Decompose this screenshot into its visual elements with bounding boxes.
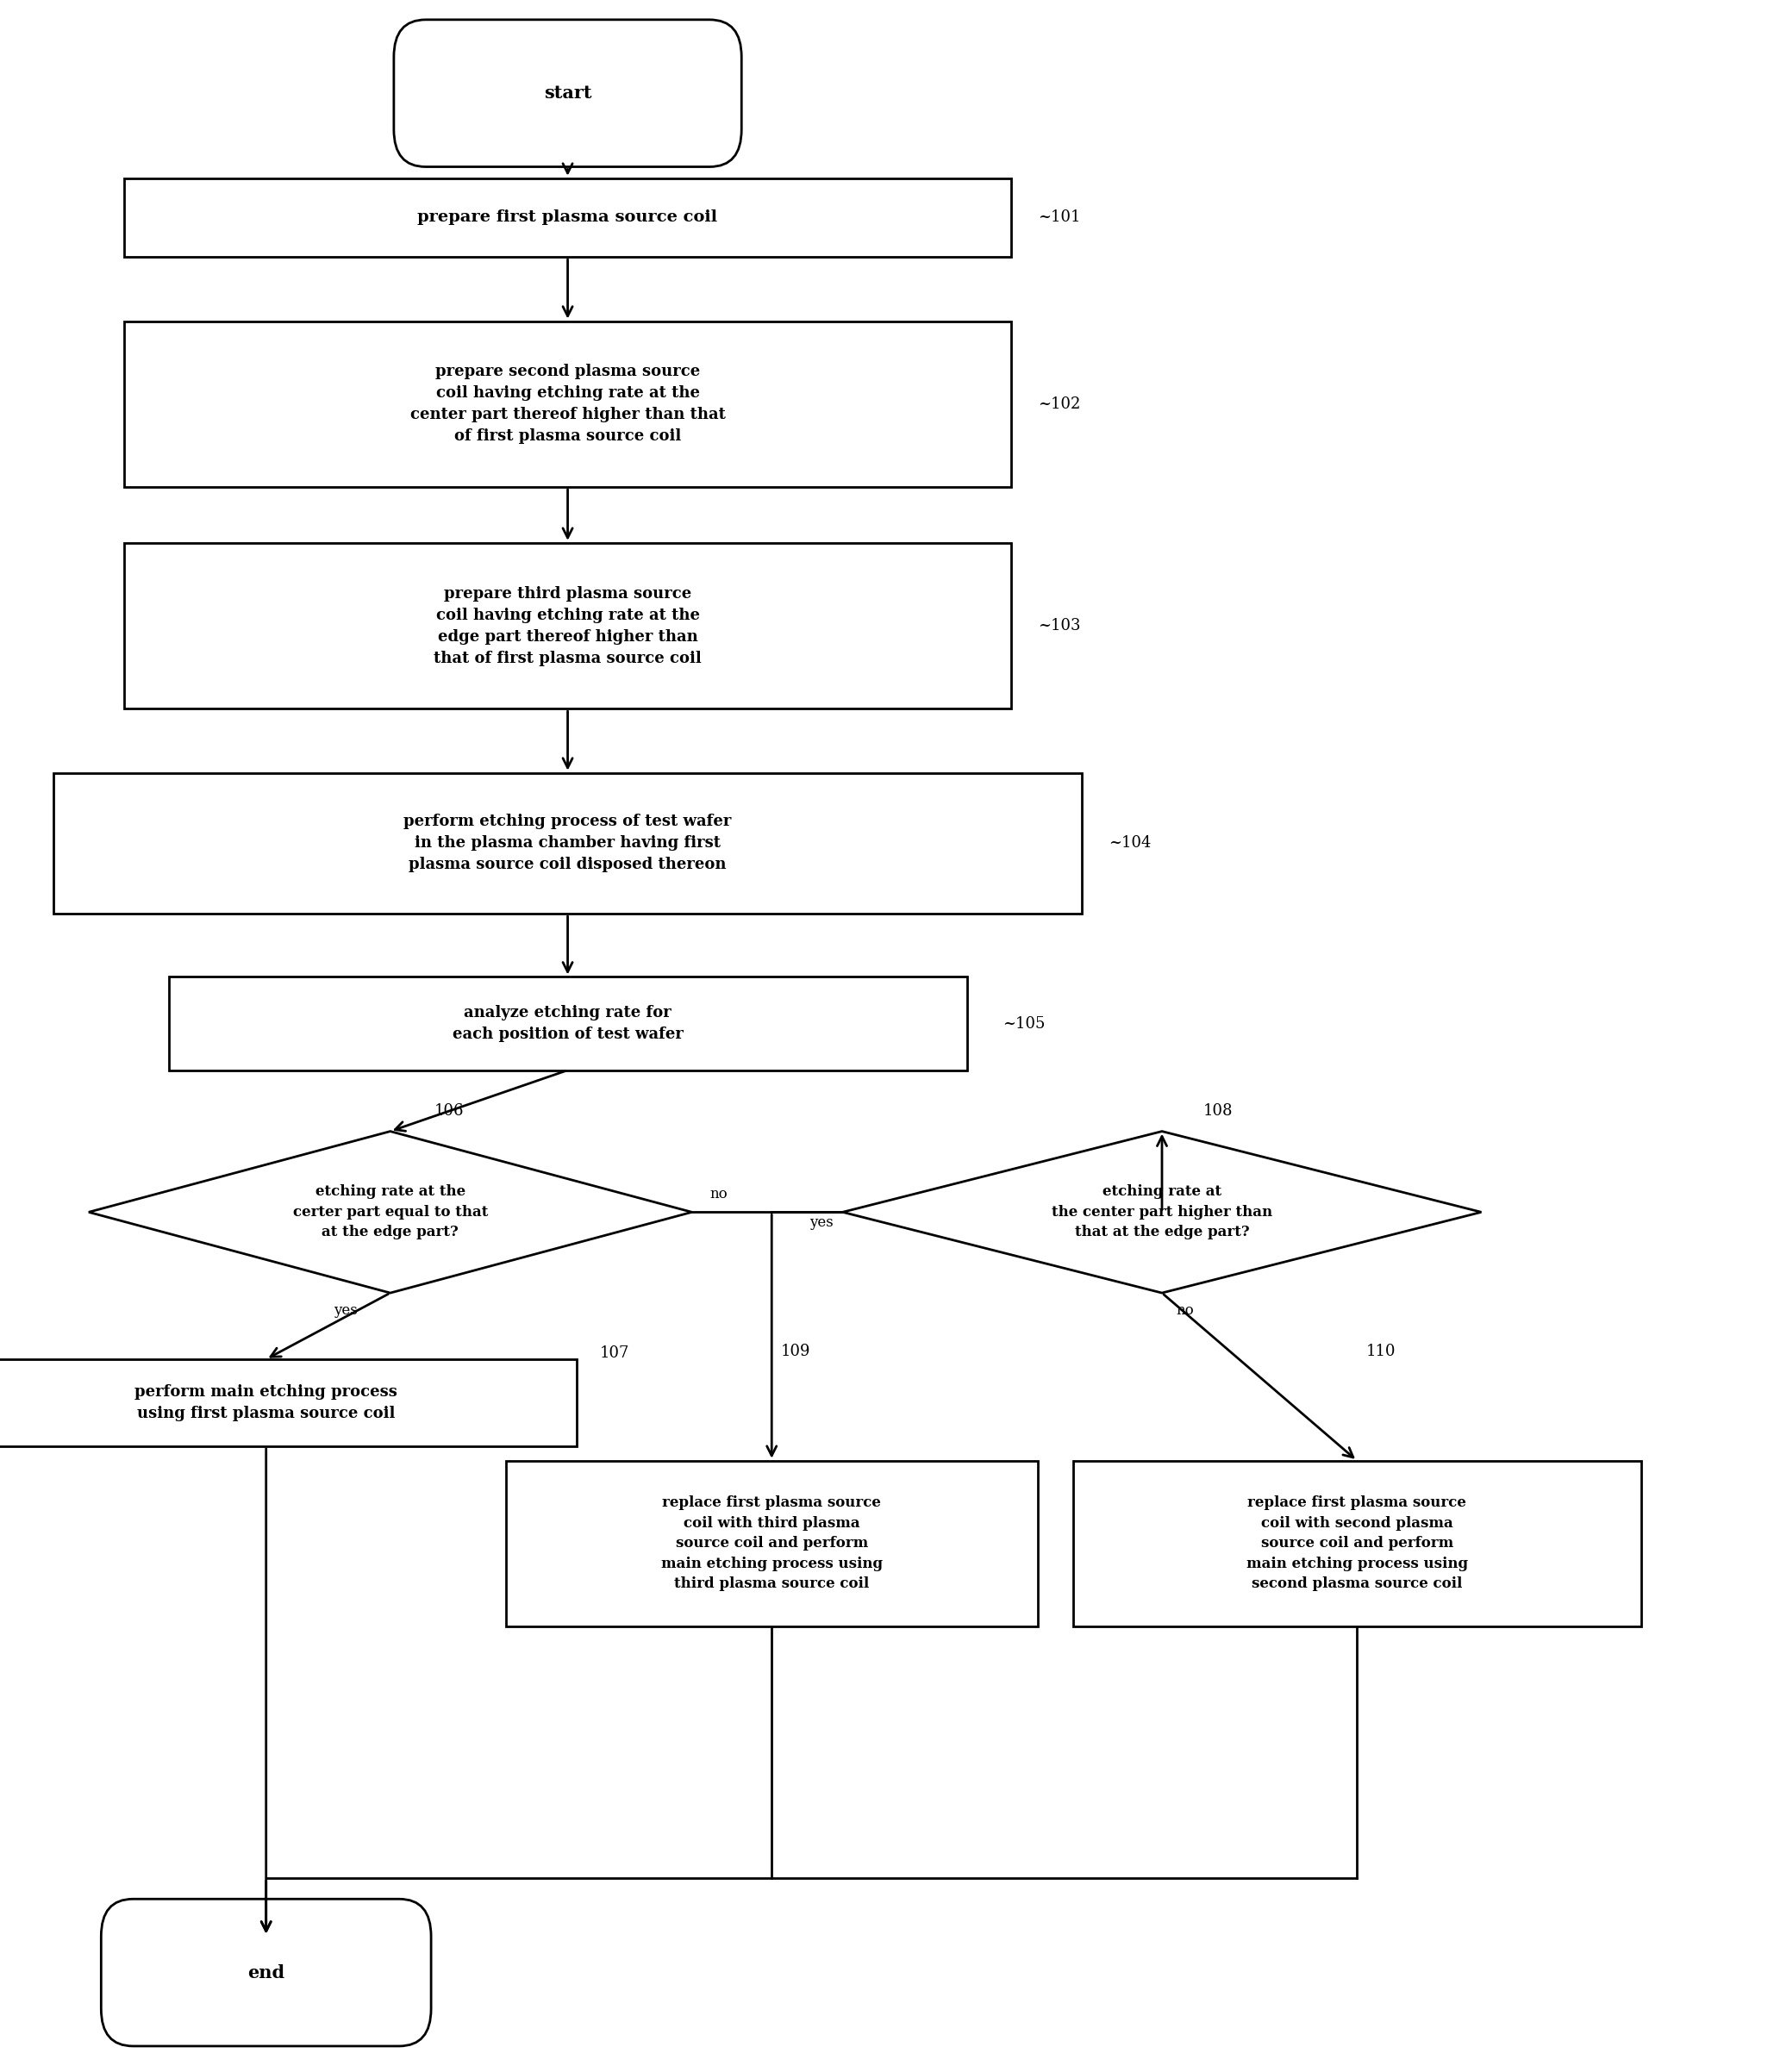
Polygon shape — [843, 1131, 1481, 1293]
Text: ~101: ~101 — [1038, 209, 1080, 226]
FancyBboxPatch shape — [1073, 1461, 1641, 1627]
Text: 107: 107 — [600, 1345, 630, 1361]
Text: replace first plasma source
coil with third plasma
source coil and perform
main : replace first plasma source coil with th… — [662, 1496, 882, 1591]
Text: analyze etching rate for
each position of test wafer: analyze etching rate for each position o… — [452, 1005, 683, 1042]
Text: yes: yes — [811, 1214, 834, 1231]
FancyBboxPatch shape — [101, 1898, 431, 2047]
Text: ~105: ~105 — [1002, 1015, 1045, 1032]
Text: 106: 106 — [435, 1104, 465, 1119]
Text: etching rate at
the center part higher than
that at the edge part?: etching rate at the center part higher t… — [1052, 1185, 1272, 1239]
Text: etching rate at the
certer part equal to that
at the edge part?: etching rate at the certer part equal to… — [293, 1185, 488, 1239]
Text: no: no — [1176, 1303, 1194, 1318]
FancyBboxPatch shape — [53, 773, 1082, 914]
FancyBboxPatch shape — [0, 1359, 577, 1446]
FancyBboxPatch shape — [394, 21, 742, 166]
Text: prepare first plasma source coil: prepare first plasma source coil — [417, 209, 718, 226]
FancyBboxPatch shape — [124, 543, 1011, 709]
Text: perform etching process of test wafer
in the plasma chamber having first
plasma : perform etching process of test wafer in… — [404, 814, 731, 872]
FancyBboxPatch shape — [124, 178, 1011, 257]
Text: perform main etching process
using first plasma source coil: perform main etching process using first… — [135, 1384, 397, 1421]
Text: prepare second plasma source
coil having etching rate at the
center part thereof: prepare second plasma source coil having… — [410, 365, 726, 443]
Text: yes: yes — [334, 1303, 358, 1318]
Text: start: start — [545, 85, 591, 102]
Text: end: end — [248, 1964, 284, 1981]
Text: 108: 108 — [1203, 1104, 1233, 1119]
FancyBboxPatch shape — [506, 1461, 1038, 1627]
FancyBboxPatch shape — [169, 978, 967, 1069]
Text: no: no — [710, 1187, 727, 1202]
Text: ~102: ~102 — [1038, 396, 1080, 412]
Polygon shape — [89, 1131, 692, 1293]
Text: ~103: ~103 — [1038, 617, 1080, 634]
FancyBboxPatch shape — [124, 321, 1011, 487]
Text: 110: 110 — [1366, 1345, 1396, 1359]
Text: prepare third plasma source
coil having etching rate at the
edge part thereof hi: prepare third plasma source coil having … — [435, 586, 701, 665]
Text: replace first plasma source
coil with second plasma
source coil and perform
main: replace first plasma source coil with se… — [1247, 1496, 1467, 1591]
Text: 109: 109 — [781, 1345, 811, 1359]
Text: ~104: ~104 — [1109, 835, 1151, 852]
